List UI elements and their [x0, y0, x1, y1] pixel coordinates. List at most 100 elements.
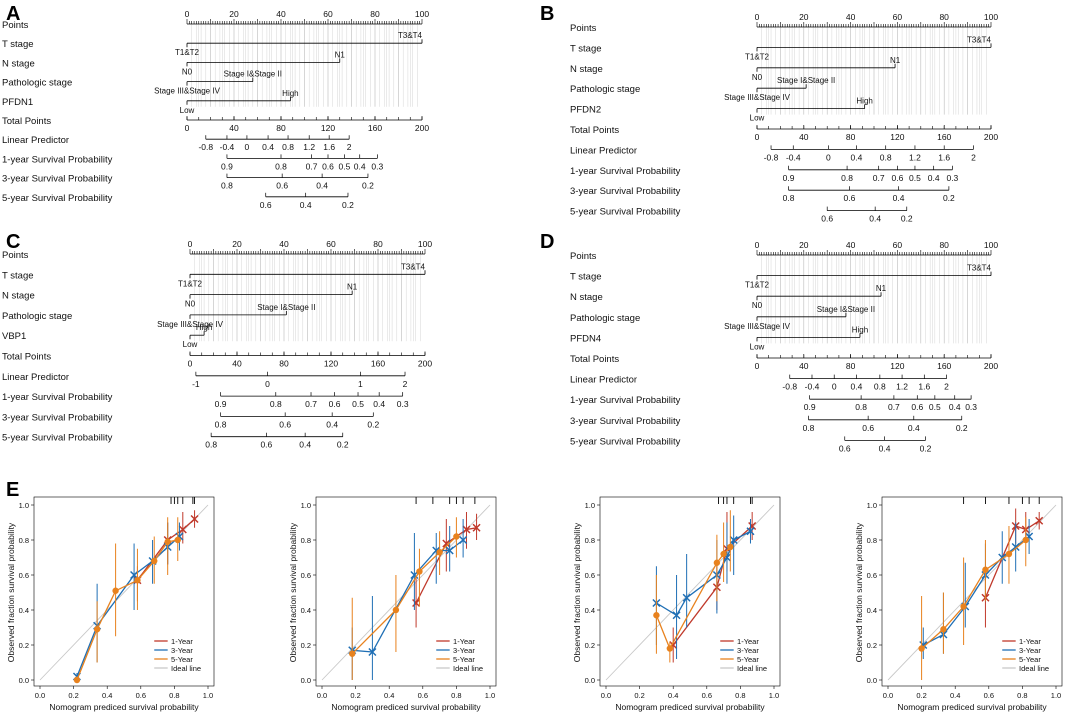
y-axis-label: Observed fraction survival probability: [6, 522, 16, 662]
y-axis-tick-label: 0.0: [867, 676, 877, 685]
series-line-5-year: [921, 539, 1027, 649]
series-line-3-year: [76, 536, 180, 677]
y-axis-tick-label: 0.6: [867, 571, 877, 580]
scale-tick-label: 120: [324, 359, 338, 369]
legend-label: 3-Year: [1019, 646, 1041, 655]
scale-tick-label: 120: [321, 123, 335, 133]
scale-tick-label: 0.5: [929, 402, 941, 412]
point-5-year: [392, 606, 400, 614]
scale-tick-label: 0.6: [329, 399, 341, 409]
x-axis-tick-label: 0.8: [451, 691, 461, 700]
point-3-year: [682, 593, 691, 602]
scale-tick-label: 0: [265, 379, 270, 389]
x-axis-tick-label: 0.2: [350, 691, 360, 700]
y-axis-label: Observed fraction survival probability: [854, 522, 864, 662]
scale-tick-label: 0: [755, 361, 760, 371]
variable-low-label: N0: [752, 301, 763, 310]
point-1-year: [442, 539, 451, 548]
row-label-1-year-survival-probability: 1-year Survival Probability: [2, 392, 113, 403]
scale-tick-label: 0.6: [276, 181, 288, 191]
scale-tick-label: 0.7: [306, 161, 318, 171]
scale-tick-label: 0.5: [339, 161, 351, 171]
y-axis-tick-label: 1.0: [301, 501, 311, 510]
row-label-5-year-survival-probability: 5-year Survival Probability: [570, 436, 681, 447]
x-axis-tick-label: 0.0: [601, 691, 611, 700]
points-tick-label: 60: [326, 239, 336, 249]
points-tick-label: 80: [939, 240, 949, 250]
scale-tick-label: 0.8: [874, 382, 886, 392]
y-axis-tick-label: 0.2: [867, 641, 877, 650]
legend-label: 3-Year: [737, 646, 759, 655]
row-label-1-year-survival-probability: 1-year Survival Probability: [570, 395, 681, 406]
scale-tick-label: 2: [944, 382, 949, 392]
scale-tick-label: 0.6: [862, 423, 874, 433]
scale-tick-label: 1.2: [896, 382, 908, 392]
scale-tick-label: -0.4: [805, 382, 820, 392]
points-tick-label: 40: [846, 240, 856, 250]
point-1-year: [748, 521, 757, 531]
y-axis-tick-label: 1.0: [867, 501, 877, 510]
plot-frame: [315, 496, 497, 687]
variable-high-label: High: [282, 89, 298, 98]
scale-tick-label: 1.2: [303, 142, 315, 152]
y-axis-label: Observed fraction survival probability: [572, 522, 582, 662]
panel-label-e: E: [6, 479, 19, 501]
point-5-year: [918, 645, 925, 652]
legend-label: 5-Year: [171, 655, 193, 664]
row-label-linear-predictor: Linear Predictor: [570, 375, 637, 386]
variable-low-label: Stage III&Stage IV: [724, 93, 790, 102]
scale-tick-label: 80: [846, 132, 856, 142]
scale-tick-label: 120: [890, 361, 904, 371]
point-1-year: [178, 525, 187, 534]
scale-tick-label: 0.3: [965, 402, 977, 412]
legend-label: 1-Year: [171, 637, 193, 646]
row-label-t-stage: T stage: [2, 270, 34, 281]
point-5-year: [666, 645, 674, 652]
scale-tick-label: -0.4: [786, 152, 801, 162]
variable-high-label: N1: [335, 50, 346, 59]
scale-tick-label: 2: [347, 142, 352, 152]
calibration-panel-e4: 0.0 0.0 0.2 0.2 0.4 0.4 0.6 0.6 0.8 0.8 1.0 1.0 Nomo…: [854, 496, 1063, 712]
point-5-year: [727, 543, 734, 551]
point-1-year: [190, 514, 199, 524]
row-label-points: Points: [2, 20, 29, 31]
series-line-3-year: [922, 535, 1030, 646]
point-3-year: [459, 535, 468, 545]
point-5-year: [960, 603, 967, 610]
row-label-t-stage: T stage: [570, 272, 602, 283]
point-3-year: [445, 546, 454, 555]
scale-tick-label: 0.8: [841, 173, 853, 183]
variable-low-label: Low: [750, 342, 765, 351]
scale-tick-label: 0.2: [920, 443, 932, 453]
row-label-5-year-survival-probability: 5-year Survival Probability: [2, 433, 113, 444]
row-label-n-stage: N stage: [2, 291, 35, 302]
scale-tick-label: 0.2: [367, 419, 379, 429]
scale-tick-label: 0.9: [783, 173, 795, 183]
calibration-panel-e1: 0.0 0.0 0.2 0.2 0.4 0.4 0.6 0.6 0.8 0.8 1.0 1.0 Nomo…: [6, 496, 215, 712]
scale-tick-label: 200: [984, 361, 998, 371]
series-line-1-year: [984, 520, 1040, 599]
x-axis-label: Nomogram prediced survival probability: [331, 702, 481, 712]
scale-tick-label: 0.4: [908, 423, 920, 433]
scale-tick-label: 0.8: [205, 440, 217, 450]
variable-low-label: T1&T2: [178, 279, 203, 288]
scale-tick-label: 0.6: [821, 214, 833, 224]
y-axis-tick-label: 0.8: [867, 536, 877, 545]
points-tick-label: 60: [893, 12, 903, 22]
points-tick-label: 0: [188, 239, 193, 249]
points-tick-label: 20: [232, 239, 242, 249]
points-tick-label: 100: [415, 9, 429, 19]
scale-tick-label: 0: [826, 152, 831, 162]
x-axis-tick-label: 0.6: [418, 691, 428, 700]
scale-tick-label: 0.2: [337, 440, 349, 450]
variable-high-label: Stage I&Stage II: [777, 76, 835, 85]
point-5-year: [164, 538, 171, 545]
y-axis-tick-label: 0.2: [19, 641, 29, 650]
x-axis-tick-label: 1.0: [1051, 691, 1061, 700]
x-axis-tick-label: 1.0: [203, 691, 213, 700]
x-axis-tick-label: 0.4: [668, 691, 678, 700]
variable-low-label: N0: [752, 73, 763, 82]
x-axis-tick-label: 0.2: [634, 691, 644, 700]
